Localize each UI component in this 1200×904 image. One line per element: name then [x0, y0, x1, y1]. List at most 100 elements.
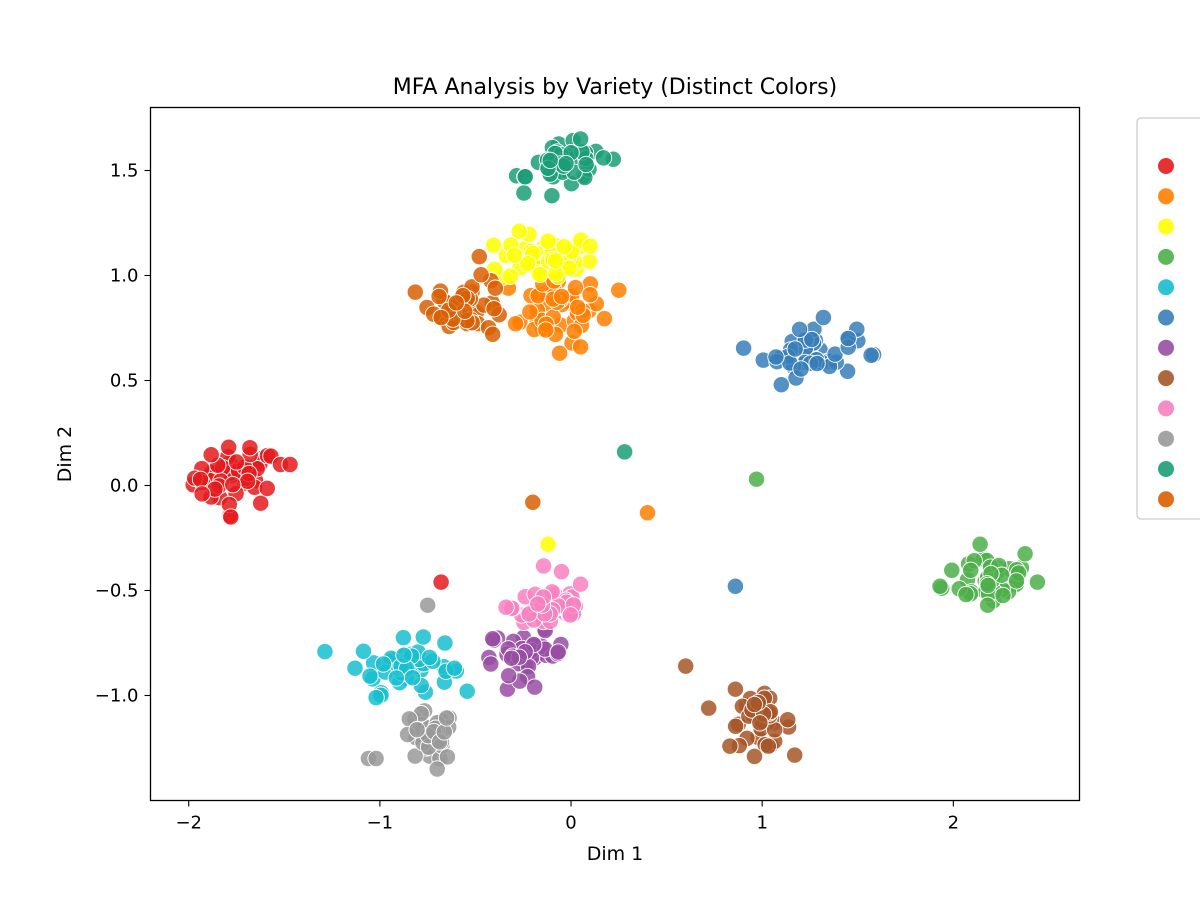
legend-marker-2 — [1158, 188, 1174, 205]
point-s4-42 — [931, 577, 949, 595]
point-s1-40 — [258, 479, 276, 498]
point-s5-47 — [436, 634, 454, 652]
point-s3-26 — [501, 267, 519, 285]
point-s7-34 — [549, 643, 567, 661]
y-tick-label: 1.5 — [110, 161, 139, 182]
series-7 — [480, 620, 570, 698]
point-s10-26 — [406, 747, 424, 765]
point-s9-38 — [534, 557, 553, 575]
point-s12-24 — [485, 300, 503, 318]
point-s2-30 — [565, 322, 583, 340]
y-tick-label: −1.0 — [95, 686, 139, 707]
point-s9-45 — [529, 595, 547, 613]
point-s11-44 — [571, 130, 590, 148]
point-s4-27 — [962, 561, 980, 579]
point-s12-30 — [486, 279, 504, 297]
point-s11-39 — [577, 155, 595, 174]
point-s5-25 — [414, 628, 432, 646]
legend-marker-11 — [1158, 461, 1174, 477]
point-s9-48 — [552, 562, 571, 581]
y-axis-label: Dim 2 — [54, 426, 76, 483]
point-s6-31 — [803, 330, 821, 349]
x-tick-label: −1 — [367, 813, 394, 834]
point-s6-30 — [734, 339, 753, 357]
legend-marker-4 — [1158, 248, 1174, 265]
point-s3-9 — [510, 222, 528, 240]
point-s6-40 — [790, 320, 809, 339]
point-s2-49 — [571, 338, 590, 356]
point-s2-17 — [566, 278, 585, 297]
point-s1-51 — [432, 573, 450, 591]
point-s11-45 — [543, 187, 561, 205]
point-s8-42 — [700, 699, 718, 717]
point-s6-42 — [862, 346, 880, 364]
chart-title: MFA Analysis by Variety (Distinct Colors… — [393, 75, 837, 100]
point-s3-27 — [519, 254, 537, 273]
plot-frame — [149, 106, 1081, 802]
point-s4-32 — [994, 586, 1012, 605]
point-s1-21 — [252, 494, 270, 512]
point-s1-48 — [281, 455, 299, 474]
point-s2-39 — [537, 321, 555, 339]
point-s4-40 — [979, 576, 997, 595]
x-tick-label: 2 — [948, 813, 959, 834]
point-s2-46 — [610, 281, 628, 299]
point-s3-34 — [505, 246, 524, 265]
point-s6-44 — [814, 308, 833, 327]
point-s11-42 — [516, 168, 534, 186]
point-s11-43 — [594, 149, 613, 167]
point-s4-31 — [943, 561, 961, 579]
point-s6-43 — [772, 376, 790, 394]
point-s6-41 — [726, 577, 745, 595]
point-s8-39 — [745, 695, 764, 714]
point-s11-41 — [615, 443, 634, 461]
point-s7-36 — [526, 678, 544, 696]
point-s10-39 — [437, 709, 456, 727]
point-s5-42 — [420, 648, 439, 667]
point-s4-37 — [1007, 572, 1026, 590]
point-s1-26 — [220, 438, 238, 456]
point-s5-45 — [403, 669, 422, 687]
y-axis-ticks: −1.0 −0.5 0.0 0.5 1.0 1.5 — [95, 161, 151, 707]
series-12 — [406, 247, 542, 511]
point-s10-43 — [367, 749, 385, 768]
point-s8-44 — [745, 747, 764, 766]
point-s6-7 — [838, 362, 857, 380]
point-s3-38 — [555, 238, 573, 256]
x-tick-label: −2 — [175, 813, 202, 834]
point-s1-38 — [238, 472, 257, 490]
series-6 — [726, 308, 883, 595]
point-s8-25 — [786, 746, 804, 764]
point-s7-30 — [502, 649, 521, 667]
point-s4-43 — [1028, 573, 1047, 591]
legend — [1136, 117, 1200, 520]
point-s1-50 — [241, 439, 259, 457]
series-1 — [184, 438, 450, 591]
point-s2-44 — [581, 286, 599, 304]
point-s9-40 — [561, 606, 580, 624]
point-s12-40 — [447, 294, 465, 312]
point-s7-35 — [500, 667, 518, 685]
y-tick-label: −0.5 — [95, 581, 139, 602]
point-s5-39 — [374, 655, 393, 673]
point-s3-40 — [547, 252, 565, 270]
point-s5-44 — [395, 646, 413, 664]
point-s11-36 — [557, 154, 575, 173]
legend-marker-10 — [1158, 430, 1174, 447]
y-tick-label: 0.5 — [110, 371, 139, 392]
y-tick-label: 1.0 — [110, 266, 139, 287]
data-points — [184, 130, 1047, 778]
point-s10-41 — [419, 596, 437, 614]
series-11 — [507, 130, 634, 461]
point-s1-39 — [202, 446, 220, 464]
point-s3-33 — [484, 236, 503, 254]
point-s3-12 — [539, 232, 557, 250]
legend-marker-9 — [1158, 400, 1174, 417]
point-s1-45 — [227, 453, 246, 471]
x-axis-ticks: −2 −1 0 1 2 — [175, 800, 959, 834]
x-axis-label: Dim 1 — [587, 843, 644, 865]
point-s2-47 — [638, 504, 657, 522]
